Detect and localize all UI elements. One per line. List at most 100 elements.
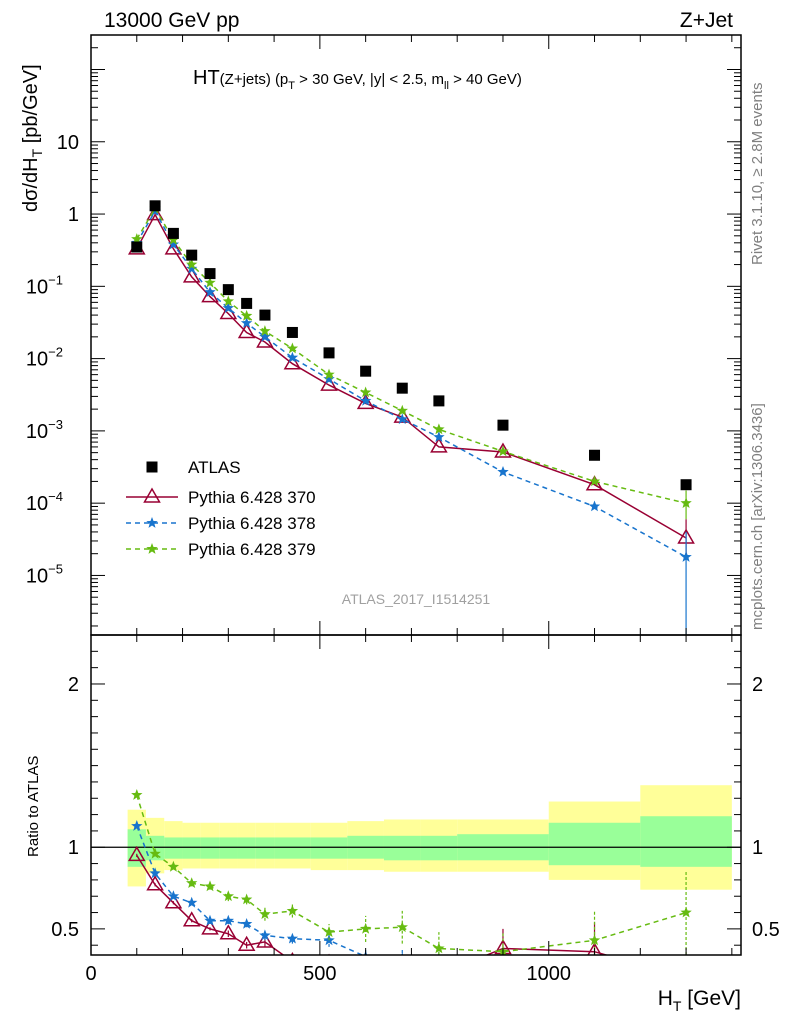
- main-point: [204, 268, 216, 280]
- ratio-point: [323, 926, 335, 937]
- ratio-band-green: [200, 837, 220, 859]
- ratio-plot-frame: [90, 634, 742, 956]
- main-point: [359, 386, 372, 398]
- ratio-band-green: [219, 837, 238, 859]
- header-left: 13000 GeV pp: [104, 9, 239, 32]
- legend-label: Pythia 6.428 379: [188, 540, 316, 559]
- main-point: [237, 322, 256, 339]
- main-point: [186, 262, 198, 274]
- x-axis-label: HT [GeV]: [658, 987, 741, 1014]
- plot-title: HT(Z+jets) (pT > 30 GeV, |y| < 2.5, mll >…: [193, 67, 522, 92]
- main-y-tick-label: 10−2: [26, 345, 63, 371]
- main-point: [204, 286, 216, 297]
- ratio-point: [588, 934, 601, 946]
- main-point: [323, 347, 335, 359]
- analysis-watermark: ATLAS_2017_I1514251: [342, 591, 491, 607]
- x-tick-label: 0: [85, 963, 96, 985]
- ratio-band-green: [164, 837, 183, 859]
- ratio-band-green: [237, 837, 256, 859]
- ratio-point: [131, 820, 143, 831]
- main-y-tick-label: 10−5: [26, 561, 63, 587]
- main-point: [396, 404, 408, 416]
- main-point: [433, 395, 445, 407]
- legend-label: Pythia 6.428 370: [188, 488, 316, 507]
- ratio-band-green: [182, 837, 201, 859]
- ratio-point: [167, 860, 180, 872]
- ratio-point: [431, 967, 446, 980]
- ratio-point: [286, 904, 299, 916]
- main-point: [182, 267, 201, 283]
- main-y-tick-label: 10: [57, 132, 79, 154]
- ratio-point: [680, 906, 692, 918]
- main-point: [433, 431, 445, 442]
- header-right: Z+Jet: [680, 9, 733, 32]
- ratio-y-tick-label-right: 0.5: [752, 919, 780, 941]
- ratio-y-tick-label-left: 2: [68, 674, 79, 696]
- legend-marker: [146, 461, 158, 473]
- main-point: [286, 342, 299, 354]
- ratio-y-axis-label: Ratio to ATLAS: [25, 756, 42, 857]
- ratio-series-line: [136, 794, 687, 953]
- main-series-line: [136, 206, 687, 504]
- ratio-point: [401, 952, 404, 955]
- ratio-point: [201, 919, 219, 935]
- ratio-point: [149, 847, 161, 859]
- ratio-point: [358, 958, 373, 971]
- ratio-point: [256, 932, 274, 948]
- main-point: [131, 233, 143, 244]
- ratio-point: [222, 914, 234, 926]
- legend-marker: [146, 543, 158, 554]
- ratio-point: [433, 942, 445, 954]
- mcplots-label: mcplots.cern.ch [arXiv:1306.3436]: [749, 403, 766, 630]
- rivet-label: Rivet 3.1.10, ≥ 2.8M events: [749, 83, 766, 266]
- main-y-tick-label: 10−4: [26, 489, 63, 515]
- main-point: [167, 227, 179, 239]
- x-tick-label: 500: [303, 963, 336, 985]
- main-point: [167, 233, 180, 245]
- ratio-point: [186, 877, 198, 888]
- ratio-point: [259, 929, 271, 941]
- ratio-point: [222, 890, 234, 902]
- ratio-point: [587, 942, 602, 955]
- main-point: [497, 419, 509, 431]
- main-point: [204, 276, 216, 288]
- legend-marker: [146, 517, 158, 528]
- main-y-tick-label: 10−1: [26, 272, 63, 298]
- ratio-y-tick-label-left: 1: [68, 837, 79, 859]
- main-point: [360, 365, 372, 377]
- ratio-band-green: [383, 835, 421, 861]
- ratio-point: [396, 921, 408, 933]
- legend: ATLAS Pythia 6.428 370 Pythia 6.428 378 Pyt…: [126, 458, 316, 559]
- main-point: [585, 475, 604, 491]
- main-point: [149, 200, 161, 212]
- ratio-band-green: [274, 837, 311, 859]
- main-y-axis-label: dσ/dHT [pb/GeV]: [20, 64, 45, 212]
- main-point: [323, 368, 335, 380]
- main-point: [588, 500, 601, 512]
- main-point: [167, 238, 180, 250]
- main-point: [131, 241, 143, 253]
- main-series-line: [136, 209, 687, 558]
- main-point: [259, 309, 271, 321]
- main-y-tick-label: 10−3: [26, 417, 63, 443]
- main-point: [286, 326, 298, 338]
- main-point: [680, 479, 692, 491]
- ratio-point: [259, 908, 271, 919]
- ratio-band-green: [640, 816, 732, 867]
- ratio-point: [679, 970, 694, 983]
- main-point: [497, 445, 509, 457]
- main-point: [497, 466, 509, 477]
- main-point: [286, 351, 299, 363]
- ratio-point: [182, 911, 201, 927]
- ratio-point: [204, 914, 216, 926]
- ratio-point: [240, 893, 253, 905]
- main-point: [430, 437, 448, 453]
- ratio-point: [127, 845, 146, 862]
- x-tick-label: 1000: [526, 963, 571, 985]
- ratio-point: [240, 918, 253, 929]
- main-point: [356, 393, 375, 410]
- ratio-band-green: [310, 837, 348, 859]
- main-point: [164, 239, 183, 255]
- main-point: [222, 284, 234, 296]
